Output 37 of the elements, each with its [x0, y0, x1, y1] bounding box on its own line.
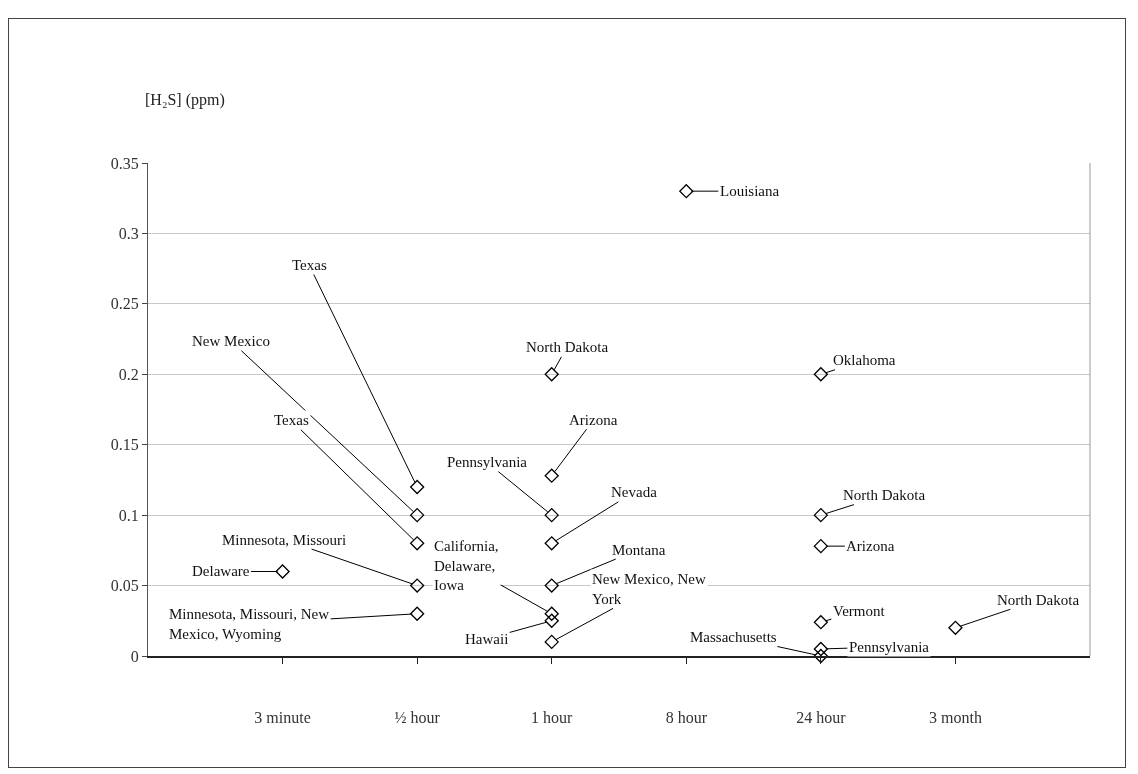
annotation: Texas: [274, 412, 309, 428]
annotation: Nevada: [611, 484, 658, 500]
y-tick-label: 0.35: [110, 154, 139, 172]
x-tick-label: ½ hour: [394, 709, 441, 727]
y-tick-label: 0.3: [118, 225, 139, 243]
x-tick-label: 3 month: [928, 709, 982, 727]
y-tick-label: 0.05: [110, 577, 139, 595]
x-tick-label: 24 hour: [796, 709, 847, 727]
annotation: North Dakota: [997, 592, 1080, 608]
annotation: California, Delaware, Iowa: [434, 538, 499, 593]
annotation: Delaware: [192, 563, 250, 579]
annotation: Pennsylvania: [447, 454, 528, 470]
annotation: Vermont: [833, 603, 886, 619]
x-tick-label: 1 hour: [531, 709, 574, 727]
annotation: Massachusetts: [690, 629, 777, 645]
annotation: North Dakota: [843, 487, 926, 503]
annotation: Oklahoma: [833, 352, 896, 368]
x-tick-label: 8 hour: [665, 709, 708, 727]
y-axis-title: [H₂S] (ppm): [145, 91, 225, 109]
y-tick-label: 0.1: [118, 506, 139, 524]
annotation: North Dakota: [526, 339, 609, 355]
y-tick-label: 0.15: [110, 436, 139, 454]
x-tick-label: 3 minute: [254, 709, 311, 727]
annotation: New Mexico: [192, 333, 270, 349]
y-tick-label: 0.25: [110, 295, 139, 313]
annotation: Minnesota, Missouri, New Mexico, Wyoming: [169, 606, 330, 642]
annotation: Hawaii: [465, 631, 509, 647]
annotation: Montana: [612, 542, 666, 558]
annotation: Pennsylvania: [849, 639, 930, 655]
annotation: Louisiana: [720, 183, 780, 199]
annotation: Minnesota, Missouri: [222, 532, 347, 548]
y-tick-label: 0.2: [118, 365, 139, 383]
annotation: New Mexico, New York: [592, 571, 706, 607]
annotation: Texas: [292, 257, 327, 273]
annotation: Arizona: [846, 538, 895, 554]
annotation: Arizona: [569, 412, 618, 428]
y-tick-label: 0: [130, 647, 139, 665]
